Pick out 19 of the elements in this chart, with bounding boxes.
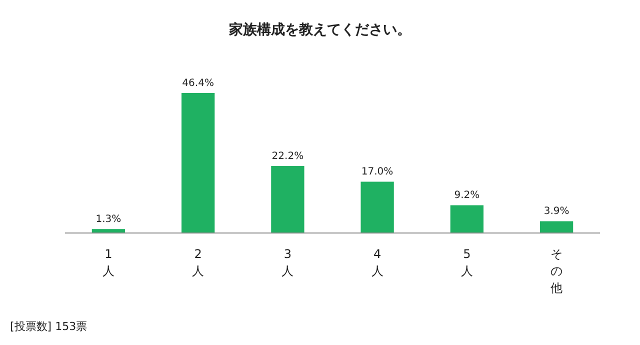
bar (450, 205, 484, 233)
x-tick-label: 5人 (460, 247, 473, 278)
data-label: 9.2% (454, 190, 480, 202)
data-label: 22.2% (272, 151, 304, 162)
data-label: 17.0% (361, 166, 394, 178)
x-tick-label: 3人 (282, 247, 294, 278)
data-label: 46.4% (182, 78, 214, 89)
data-label: 3.9% (544, 206, 570, 218)
x-tick-label: 4人 (371, 247, 384, 278)
bar (182, 93, 215, 233)
x-tick-label: その他 (550, 247, 563, 295)
bar (540, 221, 574, 233)
text: [投票数] 153票 (10, 320, 88, 333)
data-label: 1.3% (96, 214, 122, 226)
bar (360, 182, 394, 233)
x-tick-label: 1人 (102, 247, 114, 278)
bar (271, 166, 304, 233)
x-tick-label: 2人 (192, 247, 204, 278)
chart-title: 家族構成を教えてください。 (228, 21, 411, 38)
